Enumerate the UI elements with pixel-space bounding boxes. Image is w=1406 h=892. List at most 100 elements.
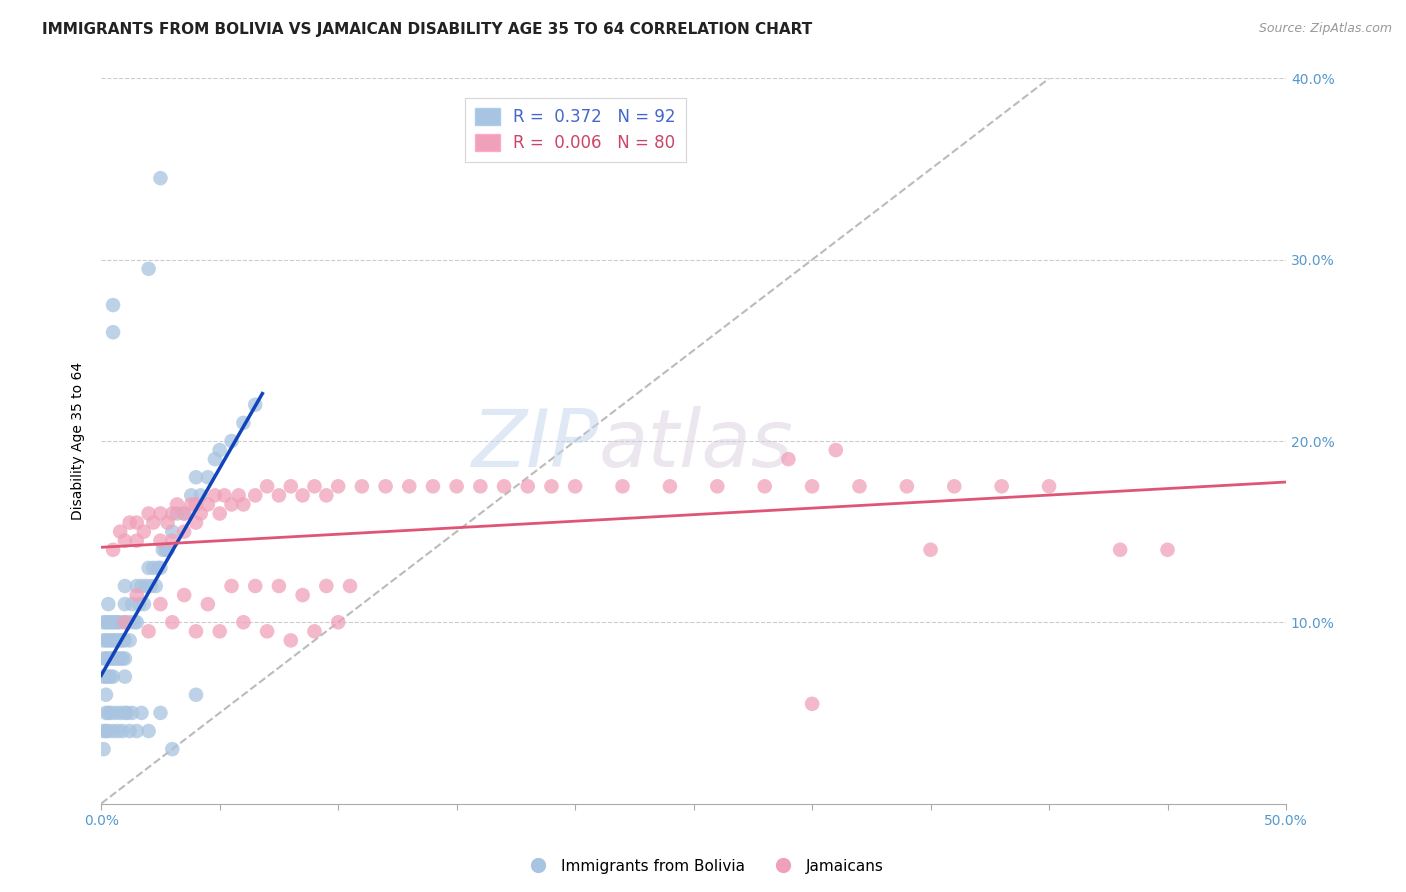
Point — [125, 579, 148, 593]
Point — [114, 633, 136, 648]
Point — [267, 579, 290, 593]
Point — [173, 507, 195, 521]
Point — [93, 615, 115, 630]
Point — [245, 398, 267, 412]
Point — [943, 479, 966, 493]
Point — [540, 479, 562, 493]
Point — [1156, 542, 1178, 557]
Point — [94, 670, 117, 684]
Point — [156, 516, 179, 530]
Point — [125, 724, 148, 739]
Point — [516, 479, 538, 493]
Point — [152, 542, 174, 557]
Point — [149, 706, 172, 720]
Point — [104, 651, 127, 665]
Point — [162, 742, 184, 756]
Point — [208, 624, 231, 639]
Point — [492, 479, 515, 493]
Point — [304, 624, 326, 639]
Point — [108, 633, 131, 648]
Point — [114, 579, 136, 593]
Point — [184, 688, 207, 702]
Point — [135, 579, 157, 593]
Point — [114, 597, 136, 611]
Point — [94, 651, 117, 665]
Point — [97, 706, 120, 720]
Point — [94, 615, 117, 630]
Point — [896, 479, 918, 493]
Point — [149, 533, 172, 548]
Point — [245, 488, 267, 502]
Point — [149, 561, 172, 575]
Point — [114, 651, 136, 665]
Point — [142, 516, 165, 530]
Point — [422, 479, 444, 493]
Point — [108, 524, 131, 539]
Point — [173, 507, 195, 521]
Point — [208, 443, 231, 458]
Point — [93, 651, 115, 665]
Point — [107, 651, 129, 665]
Point — [374, 479, 396, 493]
Point — [801, 479, 824, 493]
Point — [149, 171, 172, 186]
Point — [138, 261, 160, 276]
Point — [149, 507, 172, 521]
Point — [162, 507, 184, 521]
Point — [97, 724, 120, 739]
Point — [101, 325, 124, 339]
Point — [97, 615, 120, 630]
Point — [706, 479, 728, 493]
Point — [190, 507, 212, 521]
Point — [920, 542, 942, 557]
Point — [658, 479, 681, 493]
Point — [107, 724, 129, 739]
Point — [142, 561, 165, 575]
Point — [291, 488, 314, 502]
Point — [114, 615, 136, 630]
Point — [197, 597, 219, 611]
Point — [280, 479, 302, 493]
Point — [228, 488, 250, 502]
Point — [990, 479, 1012, 493]
Point — [124, 615, 146, 630]
Point — [166, 498, 188, 512]
Point — [138, 724, 160, 739]
Point — [101, 298, 124, 312]
Point — [121, 706, 143, 720]
Text: ZIP: ZIP — [471, 406, 599, 483]
Point — [93, 670, 115, 684]
Legend: R =  0.372   N = 92, R =  0.006   N = 80: R = 0.372 N = 92, R = 0.006 N = 80 — [465, 98, 686, 162]
Point — [121, 597, 143, 611]
Point — [114, 706, 136, 720]
Point — [101, 651, 124, 665]
Point — [118, 615, 141, 630]
Point — [173, 524, 195, 539]
Point — [101, 542, 124, 557]
Point — [132, 597, 155, 611]
Point — [97, 597, 120, 611]
Point — [118, 724, 141, 739]
Point — [100, 651, 122, 665]
Point — [114, 670, 136, 684]
Point — [100, 633, 122, 648]
Point — [111, 651, 134, 665]
Point — [339, 579, 361, 593]
Point — [139, 579, 162, 593]
Point — [315, 488, 337, 502]
Point — [93, 742, 115, 756]
Point — [104, 706, 127, 720]
Point — [315, 579, 337, 593]
Point — [184, 498, 207, 512]
Point — [107, 633, 129, 648]
Point — [132, 524, 155, 539]
Point — [97, 651, 120, 665]
Point — [101, 633, 124, 648]
Point — [204, 488, 226, 502]
Point — [128, 597, 150, 611]
Point — [824, 443, 846, 458]
Point — [104, 633, 127, 648]
Point — [446, 479, 468, 493]
Point — [256, 624, 278, 639]
Point — [101, 724, 124, 739]
